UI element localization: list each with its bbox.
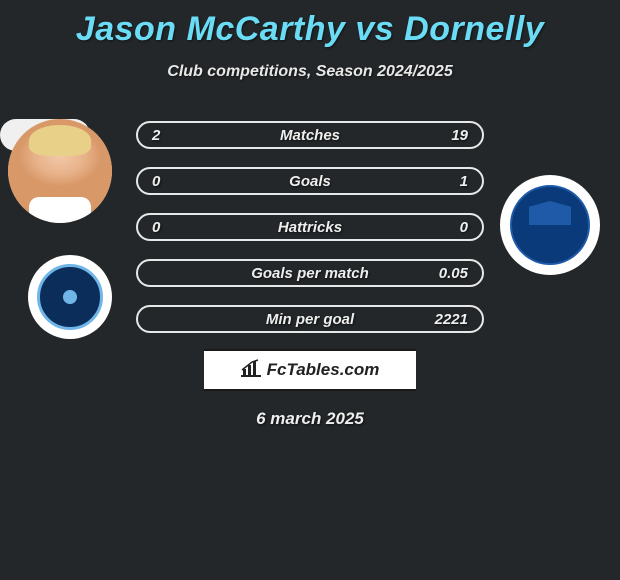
player-left-photo [8, 119, 112, 223]
club-right-badge [500, 175, 600, 275]
subtitle: Club competitions, Season 2024/2025 [0, 63, 620, 81]
stat-row-matches: 2 Matches 19 [136, 121, 484, 149]
club-crest-icon [37, 264, 103, 330]
stat-label: Hattricks [138, 219, 482, 236]
stat-row-hattricks: 0 Hattricks 0 [136, 213, 484, 241]
club-crest-icon [510, 185, 590, 265]
stat-rows: 2 Matches 19 0 Goals 1 0 Hattricks 0 Goa… [136, 121, 484, 351]
stat-label: Matches [138, 127, 482, 144]
club-left-badge [28, 255, 112, 339]
stat-row-goals: 0 Goals 1 [136, 167, 484, 195]
stat-row-min-per-goal: Min per goal 2221 [136, 305, 484, 333]
bar-chart-icon [241, 359, 261, 382]
page-title: Jason McCarthy vs Dornelly [0, 0, 620, 49]
stat-label: Goals per match [138, 265, 482, 282]
stat-row-goals-per-match: Goals per match 0.05 [136, 259, 484, 287]
date-label: 6 march 2025 [0, 409, 620, 429]
comparison-panel: 2 Matches 19 0 Goals 1 0 Hattricks 0 Goa… [0, 119, 620, 151]
stat-label: Goals [138, 173, 482, 190]
stat-right-value: 19 [451, 127, 468, 144]
branding-text: FcTables.com [267, 360, 380, 380]
stat-right-value: 2221 [435, 311, 468, 328]
avatar [8, 119, 112, 223]
stat-right-value: 0 [460, 219, 468, 236]
stat-label: Min per goal [138, 311, 482, 328]
stat-right-value: 0.05 [439, 265, 468, 282]
stat-right-value: 1 [460, 173, 468, 190]
branding-banner: FcTables.com [204, 349, 416, 391]
shield-icon [529, 201, 571, 249]
